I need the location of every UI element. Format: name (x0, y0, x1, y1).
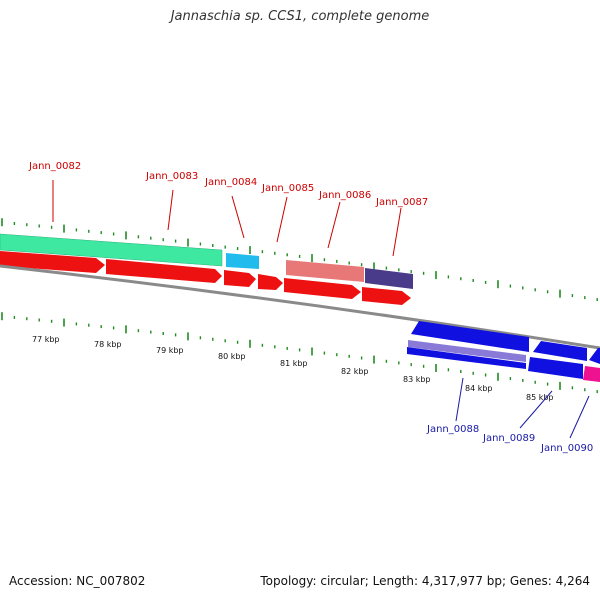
genome-backbone (0, 264, 600, 350)
gene-label-jann-0089[interactable]: Jann_0089 (482, 433, 535, 444)
gene-label-jann-0082[interactable]: Jann_0082 (28, 161, 81, 172)
gene-features (0, 233, 413, 305)
gene-feature-blue-2 (533, 341, 587, 361)
gene-feature-red-2 (106, 259, 222, 283)
leader-line (327, 201, 341, 249)
gene-feature-red-3 (224, 270, 256, 287)
leader-line (569, 395, 590, 439)
gene-feature-blue-1 (411, 321, 529, 352)
scale-labels: 77 kbp 78 kbp 79 kbp 80 kbp 81 kbp 82 kb… (32, 335, 554, 402)
gene-feature-blue-5 (528, 357, 583, 379)
scale-label: 80 kbp (218, 352, 246, 361)
scale-label: 84 kbp (465, 384, 493, 393)
scale-label: 81 kbp (280, 359, 308, 368)
gene-label-jann-0090[interactable]: Jann_0090 (540, 443, 593, 454)
gene-feature-magenta (583, 366, 600, 382)
scale-label: 77 kbp (32, 335, 60, 344)
scale-label: 78 kbp (94, 340, 122, 349)
scale-label: 82 kbp (341, 367, 369, 376)
leader-line (519, 390, 553, 429)
gene-feature-purple (365, 268, 413, 289)
map-title: Jannaschia sp. CCS1, complete genome (170, 9, 430, 24)
gene-feature-lilac (408, 340, 526, 362)
reverse-gene-labels: Jann_0088 Jann_0089 Jann_0090 (426, 377, 593, 454)
leader-line (276, 196, 288, 243)
gene-label-jann-0083[interactable]: Jann_0083 (145, 171, 198, 182)
leader-line (455, 377, 464, 422)
gene-feature-red-6 (362, 287, 411, 305)
gene-feature-red-5 (284, 278, 361, 299)
outer-tick-track (1, 218, 598, 302)
gene-feature-green (0, 233, 223, 267)
gene-feature-blue-4 (407, 347, 526, 369)
leader-line (231, 195, 245, 239)
gene-label-jann-0086[interactable]: Jann_0086 (318, 190, 371, 201)
reverse-features (407, 321, 600, 382)
gene-feature-blue-3 (589, 348, 600, 364)
gene-feature-red-4 (258, 274, 283, 290)
gene-label-jann-0088[interactable]: Jann_0088 (426, 424, 479, 435)
gene-label-jann-0084[interactable]: Jann_0084 (204, 177, 257, 188)
gene-label-jann-0085[interactable]: Jann_0085 (261, 183, 314, 194)
gene-feature-pink (286, 260, 364, 282)
scale-label: 83 kbp (403, 375, 431, 384)
leader-line (167, 189, 174, 231)
gene-feature-cyan (226, 253, 259, 269)
gene-label-jann-0087[interactable]: Jann_0087 (375, 197, 428, 208)
scale-label: 85 kbp (526, 393, 554, 402)
forward-gene-labels: Jann_0082 Jann_0083 Jann_0084 Jann_0085 … (28, 161, 428, 257)
accession-text: Accession: NC_007802 (9, 574, 146, 588)
genome-summary: Topology: circular; Length: 4,317,977 bp… (260, 574, 590, 588)
leader-line (392, 207, 402, 257)
scale-label: 79 kbp (156, 346, 184, 355)
inner-tick-track (1, 312, 598, 394)
